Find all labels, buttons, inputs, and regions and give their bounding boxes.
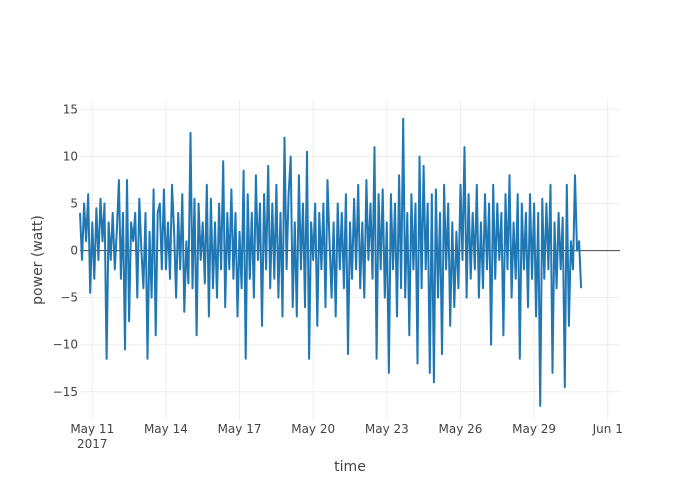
x-tick-label: Jun 1: [592, 422, 623, 436]
x-tick-label: May 26: [439, 422, 483, 436]
x-tick-label: May 20: [291, 422, 335, 436]
x-tick-year-label: 2017: [77, 437, 108, 451]
y-axis-title: power (watt): [30, 215, 46, 305]
x-tick-label: May 14: [144, 422, 188, 436]
x-tick-label: May 23: [365, 422, 409, 436]
x-axis-title: time: [334, 459, 366, 475]
y-tick-label: 5: [70, 197, 78, 211]
x-tick-label: May 11: [70, 422, 114, 436]
gridlines: [80, 100, 620, 420]
x-tick-label: May 29: [512, 422, 556, 436]
y-tick-label: −15: [53, 385, 78, 399]
y-tick-label: −5: [60, 291, 78, 305]
y-tick-label: 0: [70, 244, 78, 258]
y-tick-label: −10: [53, 338, 78, 352]
y-axis: 15 10 5 0 −5 −10 −15: [53, 102, 78, 398]
x-tick-label: May 17: [218, 422, 262, 436]
y-tick-label: 15: [63, 102, 78, 116]
y-tick-label: 10: [63, 149, 78, 163]
series-line: [79, 117, 583, 407]
series-layer: [79, 117, 583, 407]
